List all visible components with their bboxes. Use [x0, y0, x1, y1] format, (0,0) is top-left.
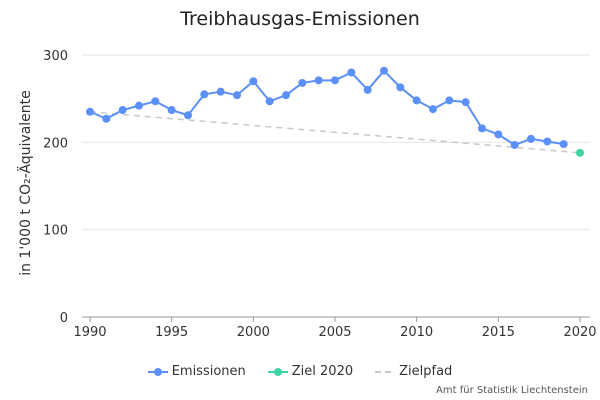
data-point-emissionen	[478, 124, 486, 133]
data-point-emissionen	[461, 98, 470, 107]
data-point-emissionen	[184, 111, 192, 120]
legend-label-emissionen: Emissionen	[171, 364, 246, 379]
series-line-emissionen	[89, 69, 564, 146]
series-line-zielpfad	[89, 111, 581, 154]
data-point-emissionen	[396, 83, 405, 92]
x-tick-label: 2000	[237, 325, 270, 340]
data-point-emissionen	[135, 101, 143, 110]
data-point-emissionen	[265, 97, 274, 106]
chart-title: Treibhausgas-Emissionen	[180, 8, 420, 30]
data-point-emissionen	[331, 76, 339, 85]
data-point-emissionen	[380, 66, 388, 75]
data-point-emissionen	[494, 130, 503, 139]
data-point-emissionen	[249, 77, 258, 86]
legend-marker-zielpfad	[375, 370, 396, 373]
y-tick-label: 100	[43, 224, 68, 239]
data-point-emissionen	[233, 91, 241, 100]
legend-label-zielpfad: Zielpfad	[399, 364, 453, 379]
data-point-emissionen	[282, 91, 290, 100]
legend-item-zielpfad[interactable]: Zielpfad	[375, 364, 452, 379]
data-point-emissionen	[559, 140, 568, 149]
legend-item-ziel-2020[interactable]: Ziel 2020	[267, 364, 354, 379]
chart-legend: Emissionen Ziel 2020 Zielpfad	[0, 364, 600, 379]
data-point-emissionen	[86, 107, 94, 116]
x-tick-label: 1995	[155, 325, 188, 340]
x-tick-label: 1990	[73, 325, 106, 340]
data-point-emissionen	[151, 97, 160, 106]
legend-item-emissionen[interactable]: Emissionen	[147, 364, 246, 379]
legend-marker-ziel-2020	[267, 367, 288, 376]
data-point-emissionen	[510, 140, 519, 149]
x-tick-label: 2020	[563, 325, 596, 340]
x-tick-label: 2015	[482, 325, 515, 340]
data-point-emissionen	[412, 96, 421, 105]
x-tick-label: 2005	[318, 325, 351, 340]
data-point-emissionen	[298, 78, 307, 87]
y-tick-label: 0	[60, 311, 68, 326]
y-tick-label: 200	[43, 136, 68, 151]
data-point-emissionen	[527, 134, 535, 143]
y-tick-label: 300	[43, 49, 68, 64]
data-point-emissionen	[363, 85, 372, 94]
legend-marker-emissionen	[147, 367, 168, 376]
data-point-emissionen	[167, 106, 176, 115]
data-point-emissionen	[429, 105, 437, 114]
legend-label-ziel-2020: Ziel 2020	[291, 364, 354, 379]
data-point-emissionen	[102, 114, 111, 123]
source-credit: Amt für Statistik Liechtenstein	[436, 385, 588, 396]
x-tick-label: 2010	[400, 325, 433, 340]
data-point-emissionen	[200, 90, 209, 99]
data-point-emissionen	[347, 68, 356, 77]
data-point-emissionen	[118, 106, 127, 115]
data-point-ziel-2020	[576, 148, 584, 157]
data-point-emissionen	[216, 87, 225, 96]
data-point-emissionen	[543, 137, 552, 146]
data-point-emissionen	[314, 76, 323, 85]
data-point-emissionen	[445, 96, 454, 105]
